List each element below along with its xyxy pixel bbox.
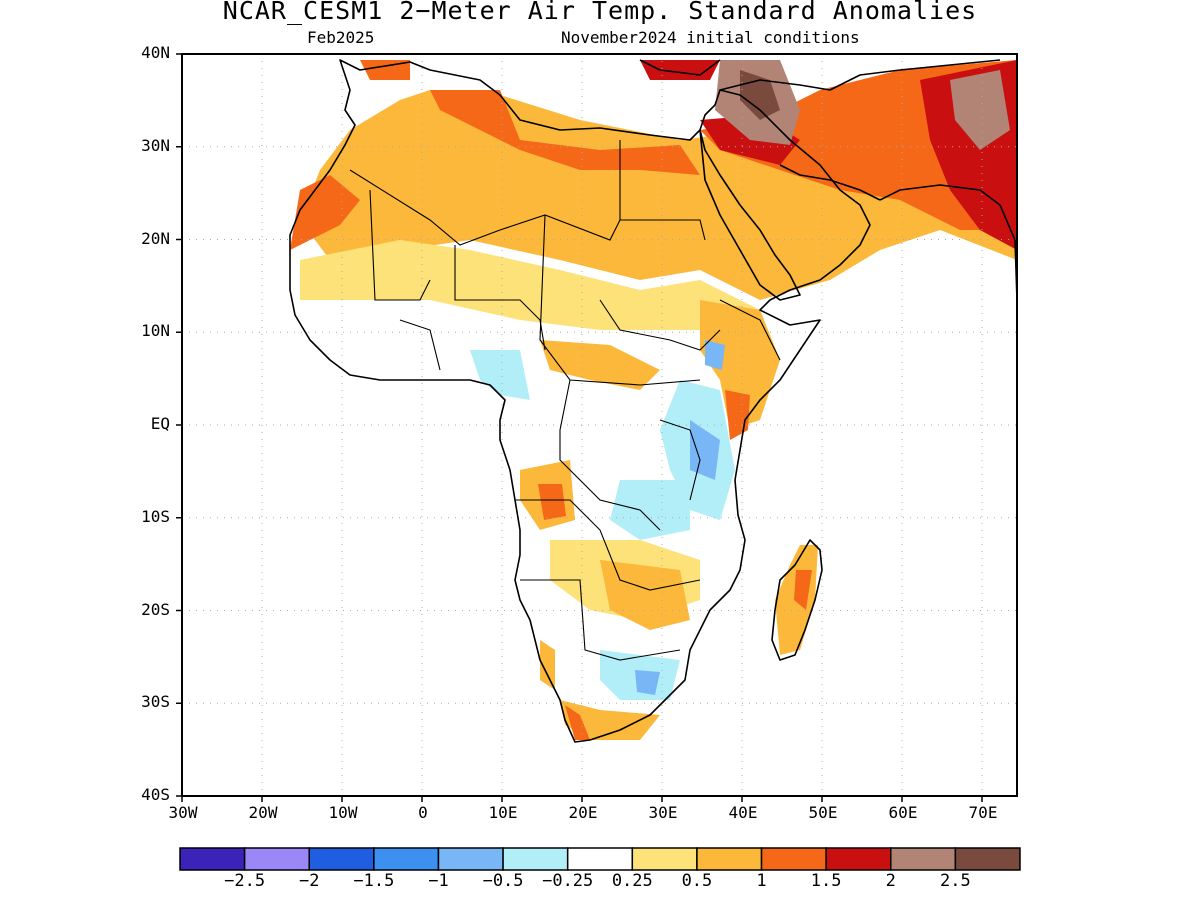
lat-label: 20N — [141, 228, 170, 248]
lat-label: 30N — [141, 135, 170, 155]
colorbar-swatch — [760, 847, 827, 871]
map-title: NCAR_CESM1 2−Meter Air Temp. Standard An… — [222, 0, 978, 25]
lon-label: 20W — [248, 803, 278, 822]
lon-label: 30E — [648, 803, 678, 822]
anomaly-region — [794, 570, 812, 610]
anomaly-region — [540, 640, 555, 690]
colorbar-swatch — [243, 847, 310, 871]
colorbar-label: 2.5 — [940, 871, 971, 891]
colorbar-swatch — [631, 847, 698, 871]
coastlines — [289, 59, 1017, 743]
lat-label: 20S — [141, 599, 170, 619]
lon-label: 30W — [168, 803, 198, 822]
initial-conditions: November2024 initial conditions — [561, 28, 860, 47]
graticule — [182, 54, 1017, 796]
lat-label: 10S — [141, 506, 170, 526]
lat-label: 40S — [141, 785, 170, 804]
anomaly-region — [565, 705, 590, 740]
colorbar-label: 2 — [885, 871, 896, 891]
colorbar-label: −1 — [428, 871, 449, 891]
colorbar-swatch — [696, 847, 763, 871]
colorbar-swatch — [179, 847, 246, 871]
anomaly-region — [635, 670, 660, 695]
colorbar-label: 1.5 — [810, 871, 842, 891]
colorbar-swatch — [437, 847, 504, 871]
anomaly-region — [640, 60, 720, 80]
lon-label: 50E — [808, 803, 838, 822]
lat-label: EQ — [150, 414, 170, 433]
lon-label: 60E — [888, 803, 918, 822]
anomaly-region — [538, 484, 566, 520]
anomaly-region — [610, 480, 690, 540]
anomaly-region — [290, 175, 360, 250]
lon-label: 0 — [418, 803, 428, 822]
colorbar-label: −2 — [298, 871, 320, 891]
lon-label: 70E — [968, 803, 998, 822]
lat-label: 10N — [141, 321, 170, 341]
country-borders — [349, 140, 781, 661]
colorbar-swatch — [308, 847, 375, 871]
colorbar-label: 0.25 — [611, 871, 653, 891]
forecast-month: Feb2025 — [307, 28, 375, 47]
anomaly-region — [540, 340, 660, 390]
colorbar-swatch — [373, 847, 440, 871]
lon-label: 40E — [728, 803, 758, 822]
anomaly-region — [700, 300, 780, 430]
anomaly-region — [950, 70, 1010, 150]
colorbar-label: 0.5 — [681, 871, 713, 891]
colorbar-swatch — [890, 847, 957, 871]
lon-label: 20E — [568, 803, 598, 822]
lon-label: 10W — [328, 803, 358, 822]
anomaly-region — [705, 340, 725, 370]
lat-label: 30S — [141, 692, 170, 712]
axis-ticks — [176, 53, 983, 802]
colorbar-swatch — [566, 847, 634, 871]
colorbar-swatch — [825, 847, 892, 871]
anomaly-region — [600, 560, 690, 630]
anomaly-shading — [290, 60, 1017, 740]
lat-label: 40N — [141, 43, 170, 62]
anomaly-region — [690, 420, 720, 480]
colorbar-label: −0.25 — [542, 871, 594, 891]
anomaly-region — [360, 60, 410, 80]
colorbar-label: 1 — [756, 871, 767, 891]
lon-label: 10E — [488, 803, 518, 822]
colorbar-label: −1.5 — [353, 871, 395, 891]
anomaly-region — [725, 390, 750, 440]
colorbar-label: −2.5 — [224, 871, 266, 891]
colorbar-swatch — [502, 847, 569, 871]
colorbar-swatch — [954, 847, 1021, 871]
anomaly-region — [300, 240, 760, 340]
colorbar — [179, 847, 1021, 871]
anomaly-region — [470, 350, 530, 400]
colorbar-label: −0.5 — [482, 871, 524, 891]
anomaly-region — [430, 90, 700, 175]
